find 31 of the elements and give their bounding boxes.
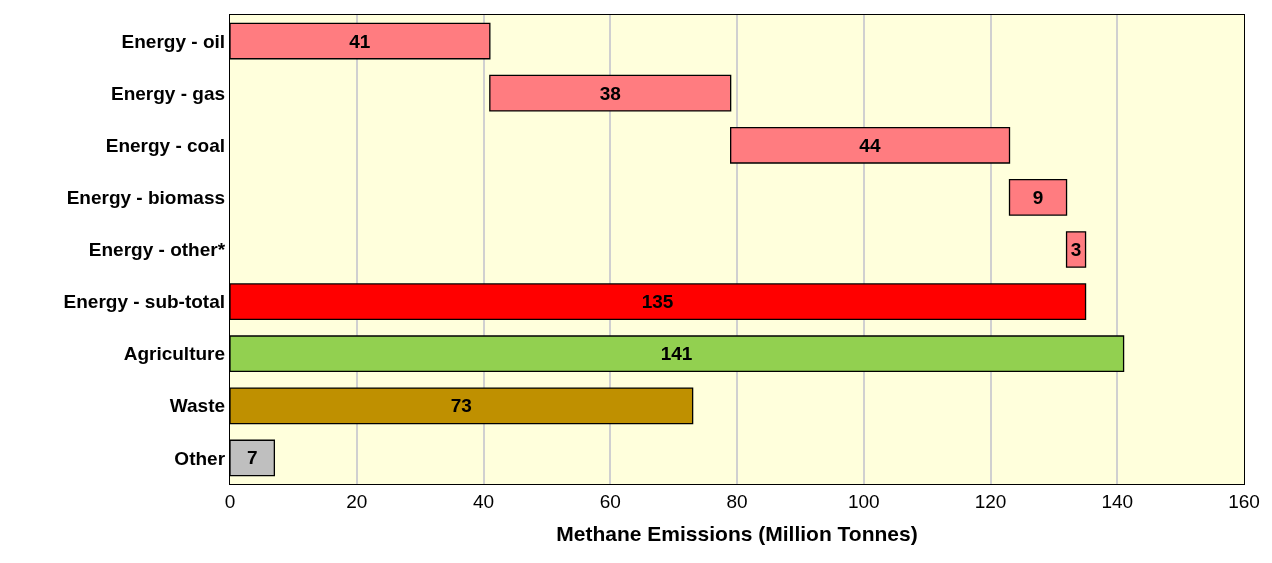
x-tick-label: 60 [599,490,621,512]
data-label: 73 [450,395,472,417]
data-label: 38 [599,82,621,104]
data-label: 9 [1032,186,1044,208]
data-label: 3 [1070,239,1082,260]
x-tick-label: 140 [1101,490,1134,512]
x-tick-label: 120 [974,490,1007,512]
bar [1008,179,1068,216]
x-tick-label: 80 [726,490,748,512]
x-tick-label: 40 [472,490,495,512]
y-tick-label: Energy - other* [88,239,226,261]
y-tick-label: Energy - oil [121,30,226,52]
data-label: 7 [246,447,258,469]
data-label: 41 [349,30,371,52]
y-tick-label: Energy - biomass [66,187,226,209]
y-tick-label: Energy - coal [105,134,226,156]
bar [489,74,732,112]
y-tick-label: Energy - gas [111,82,226,104]
x-tick-label: 160 [1228,490,1260,512]
y-tick-label: Agriculture [123,343,226,365]
x-tick-label: 100 [847,490,880,512]
data-label: 141 [660,343,693,365]
x-axis-title: Methane Emissions (Million Tonnes) [556,522,918,546]
bar [730,126,1011,164]
y-tick-label: Waste [169,395,226,417]
y-tick-label: Energy - sub-total [63,291,226,313]
y-tick-label: Other [174,447,226,469]
x-tick-label: 0 [224,490,236,512]
x-tick-label: 20 [346,490,368,512]
data-label: 44 [859,134,881,156]
data-label: 135 [641,291,674,313]
